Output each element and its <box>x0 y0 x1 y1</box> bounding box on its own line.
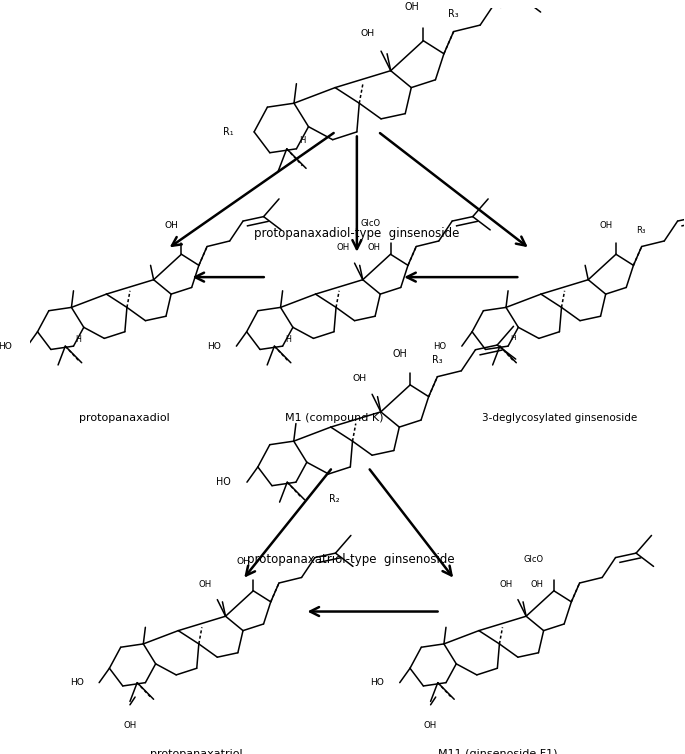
Text: OH: OH <box>236 557 250 566</box>
Text: HO: HO <box>216 477 231 487</box>
Text: GlcO: GlcO <box>360 219 380 228</box>
Text: OH: OH <box>531 580 544 589</box>
Text: protopanaxatriol: protopanaxatriol <box>151 749 243 754</box>
Text: OH: OH <box>361 29 375 38</box>
Text: H: H <box>285 335 290 344</box>
Text: M11 (ginsenoside F1): M11 (ginsenoside F1) <box>438 749 557 754</box>
Text: OH: OH <box>424 722 437 731</box>
Text: GlcO: GlcO <box>523 555 544 564</box>
Text: H: H <box>75 335 82 344</box>
Text: R₂: R₂ <box>329 494 339 504</box>
Text: HO: HO <box>434 342 447 351</box>
Text: OH: OH <box>392 349 407 359</box>
Text: 3-deglycosylated ginsenoside: 3-deglycosylated ginsenoside <box>482 412 637 422</box>
Text: protopanaxadiol: protopanaxadiol <box>79 412 171 422</box>
Text: protopanaxatriol-type  ginsenoside: protopanaxatriol-type ginsenoside <box>247 553 454 566</box>
Text: OH: OH <box>600 221 613 230</box>
Text: protopanaxadiol-type  ginsenoside: protopanaxadiol-type ginsenoside <box>254 227 460 240</box>
Text: OH: OH <box>499 580 513 589</box>
Text: HO: HO <box>371 678 384 687</box>
Text: OH: OH <box>336 243 349 252</box>
Text: R₁: R₁ <box>223 127 234 137</box>
Text: H: H <box>510 335 516 341</box>
Text: H: H <box>299 136 306 145</box>
Text: OH: OH <box>199 580 212 589</box>
Text: R₃: R₃ <box>447 8 458 19</box>
Text: OH: OH <box>405 2 420 12</box>
Text: OH: OH <box>367 244 380 252</box>
Text: OH: OH <box>123 722 136 731</box>
Text: R₃: R₃ <box>432 355 443 365</box>
Text: HO: HO <box>70 678 84 687</box>
Text: HO: HO <box>0 342 12 351</box>
Text: R₃: R₃ <box>636 226 646 235</box>
Text: OH: OH <box>164 221 178 230</box>
Text: OH: OH <box>353 373 366 382</box>
Text: HO: HO <box>207 342 221 351</box>
Text: M1 (compound K): M1 (compound K) <box>285 412 383 422</box>
